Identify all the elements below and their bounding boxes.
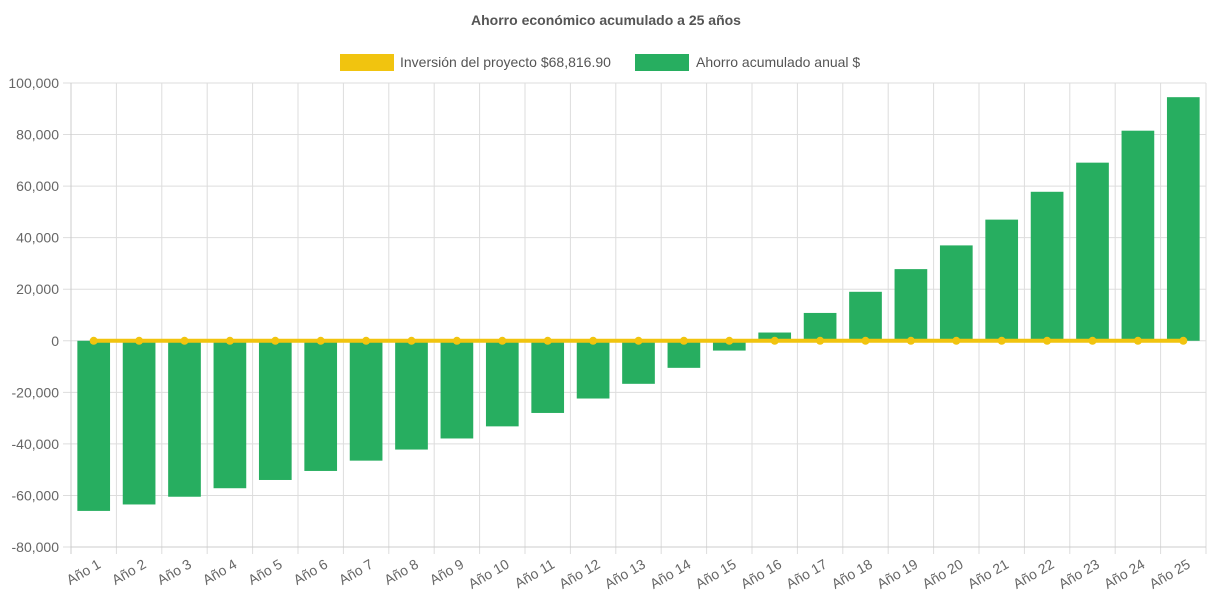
bar-año-6[interactable] [304, 340, 338, 471]
x-tick-label: Año 24 [1101, 556, 1148, 592]
x-tick-label: Año 9 [427, 556, 467, 588]
bar-año-19[interactable] [894, 269, 928, 341]
x-tick-label: Año 3 [154, 556, 194, 588]
legend-label-investment: Inversión del proyecto $68,816.90 [400, 54, 611, 70]
y-tick-label: -80,000 [12, 539, 60, 555]
bar-año-20[interactable] [939, 245, 973, 341]
bar-año-8[interactable] [395, 340, 428, 450]
bar-año-14[interactable] [667, 340, 701, 368]
x-tick-label: Año 6 [291, 556, 331, 588]
bar-año-17[interactable] [803, 312, 837, 341]
investment-point[interactable] [725, 336, 734, 345]
x-tick-label: Año 8 [381, 556, 421, 588]
investment-line-series [89, 336, 1188, 345]
x-tick-label: Año 7 [336, 556, 376, 588]
legend-label-savings: Ahorro acumulado anual $ [696, 54, 860, 70]
legend: Inversión del proyecto $68,816.90 Ahorro… [340, 54, 860, 71]
investment-point[interactable] [816, 336, 825, 345]
bar-año-13[interactable] [622, 340, 655, 384]
x-tick-label: Año 5 [245, 556, 285, 588]
bar-año-23[interactable] [1076, 162, 1109, 341]
x-tick-label: Año 23 [1056, 556, 1103, 592]
investment-point[interactable] [362, 336, 371, 345]
x-tick-label: Año 20 [919, 556, 966, 592]
investment-point[interactable] [180, 336, 189, 345]
y-tick-label: 0 [51, 333, 59, 349]
x-tick-label: Año 10 [465, 556, 512, 592]
x-tick-label: Año 15 [692, 556, 739, 592]
investment-point[interactable] [89, 336, 98, 345]
bar-año-16[interactable] [758, 332, 792, 341]
investment-point[interactable] [770, 336, 779, 345]
y-tick-label: 80,000 [16, 127, 59, 143]
x-tick-label: Año 4 [200, 556, 240, 588]
investment-point[interactable] [952, 336, 961, 345]
y-axis-ticks: 100,000 80,000 60,000 40,000 20,000 0 -20,000 -… [8, 75, 59, 555]
investment-point[interactable] [589, 336, 598, 345]
x-tick-label: Año 17 [783, 556, 830, 592]
investment-point[interactable] [1043, 336, 1052, 345]
bar-año-24[interactable] [1121, 130, 1155, 341]
bar-año-18[interactable] [849, 291, 882, 341]
x-tick-label: Año 1 [64, 556, 104, 588]
y-tick-label: 20,000 [16, 281, 59, 297]
investment-point[interactable] [316, 336, 325, 345]
x-tick-label: Año 25 [1146, 556, 1193, 592]
bar-año-22[interactable] [1030, 191, 1064, 341]
investment-point[interactable] [452, 336, 461, 345]
y-tick-label: -40,000 [12, 436, 60, 452]
bar-año-5[interactable] [258, 340, 292, 480]
x-tick-label: Año 16 [738, 556, 785, 592]
legend-swatch-investment [340, 54, 394, 71]
x-tick-label: Año 22 [1010, 556, 1057, 592]
x-tick-label: Año 11 [512, 556, 558, 592]
investment-point[interactable] [679, 336, 688, 345]
bar-año-1[interactable] [77, 340, 111, 511]
legend-swatch-savings [635, 54, 689, 71]
investment-point[interactable] [543, 336, 552, 345]
bar-año-2[interactable] [122, 340, 156, 505]
bar-año-15[interactable] [712, 340, 746, 351]
bars [77, 97, 1200, 511]
investment-point[interactable] [1179, 336, 1188, 345]
investment-point[interactable] [906, 336, 915, 345]
investment-point[interactable] [135, 336, 144, 345]
investment-point[interactable] [225, 336, 234, 345]
bar-año-4[interactable] [213, 340, 247, 489]
bar-año-21[interactable] [985, 219, 1019, 341]
y-tick-label: -60,000 [12, 487, 60, 503]
bar-año-10[interactable] [485, 340, 519, 427]
bar-año-12[interactable] [576, 340, 610, 399]
x-tick-label: Año 19 [874, 556, 921, 592]
y-tick-label: 100,000 [8, 75, 59, 91]
legend-item-investment[interactable]: Inversión del proyecto $68,816.90 [340, 54, 611, 71]
legend-item-savings[interactable]: Ahorro acumulado anual $ [635, 54, 860, 71]
bar-año-9[interactable] [440, 340, 474, 439]
investment-point[interactable] [1133, 336, 1142, 345]
bar-año-3[interactable] [168, 340, 201, 497]
x-tick-label: Año 12 [556, 556, 603, 592]
y-tick-label: -20,000 [12, 384, 60, 400]
bar-año-25[interactable] [1166, 97, 1200, 341]
investment-point[interactable] [271, 336, 280, 345]
x-tick-label: Año 13 [602, 556, 649, 592]
investment-point[interactable] [634, 336, 643, 345]
chart-title: Ahorro económico acumulado a 25 años [471, 12, 741, 28]
bar-año-11[interactable] [531, 340, 565, 413]
bar-año-7[interactable] [349, 340, 383, 461]
investment-point[interactable] [997, 336, 1006, 345]
x-tick-label: Año 14 [647, 556, 694, 592]
y-tick-label: 40,000 [16, 230, 59, 246]
x-tick-label: Año 2 [109, 556, 149, 588]
investment-point[interactable] [407, 336, 416, 345]
investment-point[interactable] [498, 336, 507, 345]
x-tick-label: Año 18 [829, 556, 876, 592]
investment-point[interactable] [1088, 336, 1097, 345]
y-tick-label: 60,000 [16, 178, 59, 194]
x-tick-label: Año 21 [965, 556, 1012, 592]
x-axis-ticks: Año 1 Año 2 Año 3 Año 4 Año 5 Año 6 Año 7 Año 8… [64, 556, 1193, 592]
investment-point[interactable] [861, 336, 870, 345]
